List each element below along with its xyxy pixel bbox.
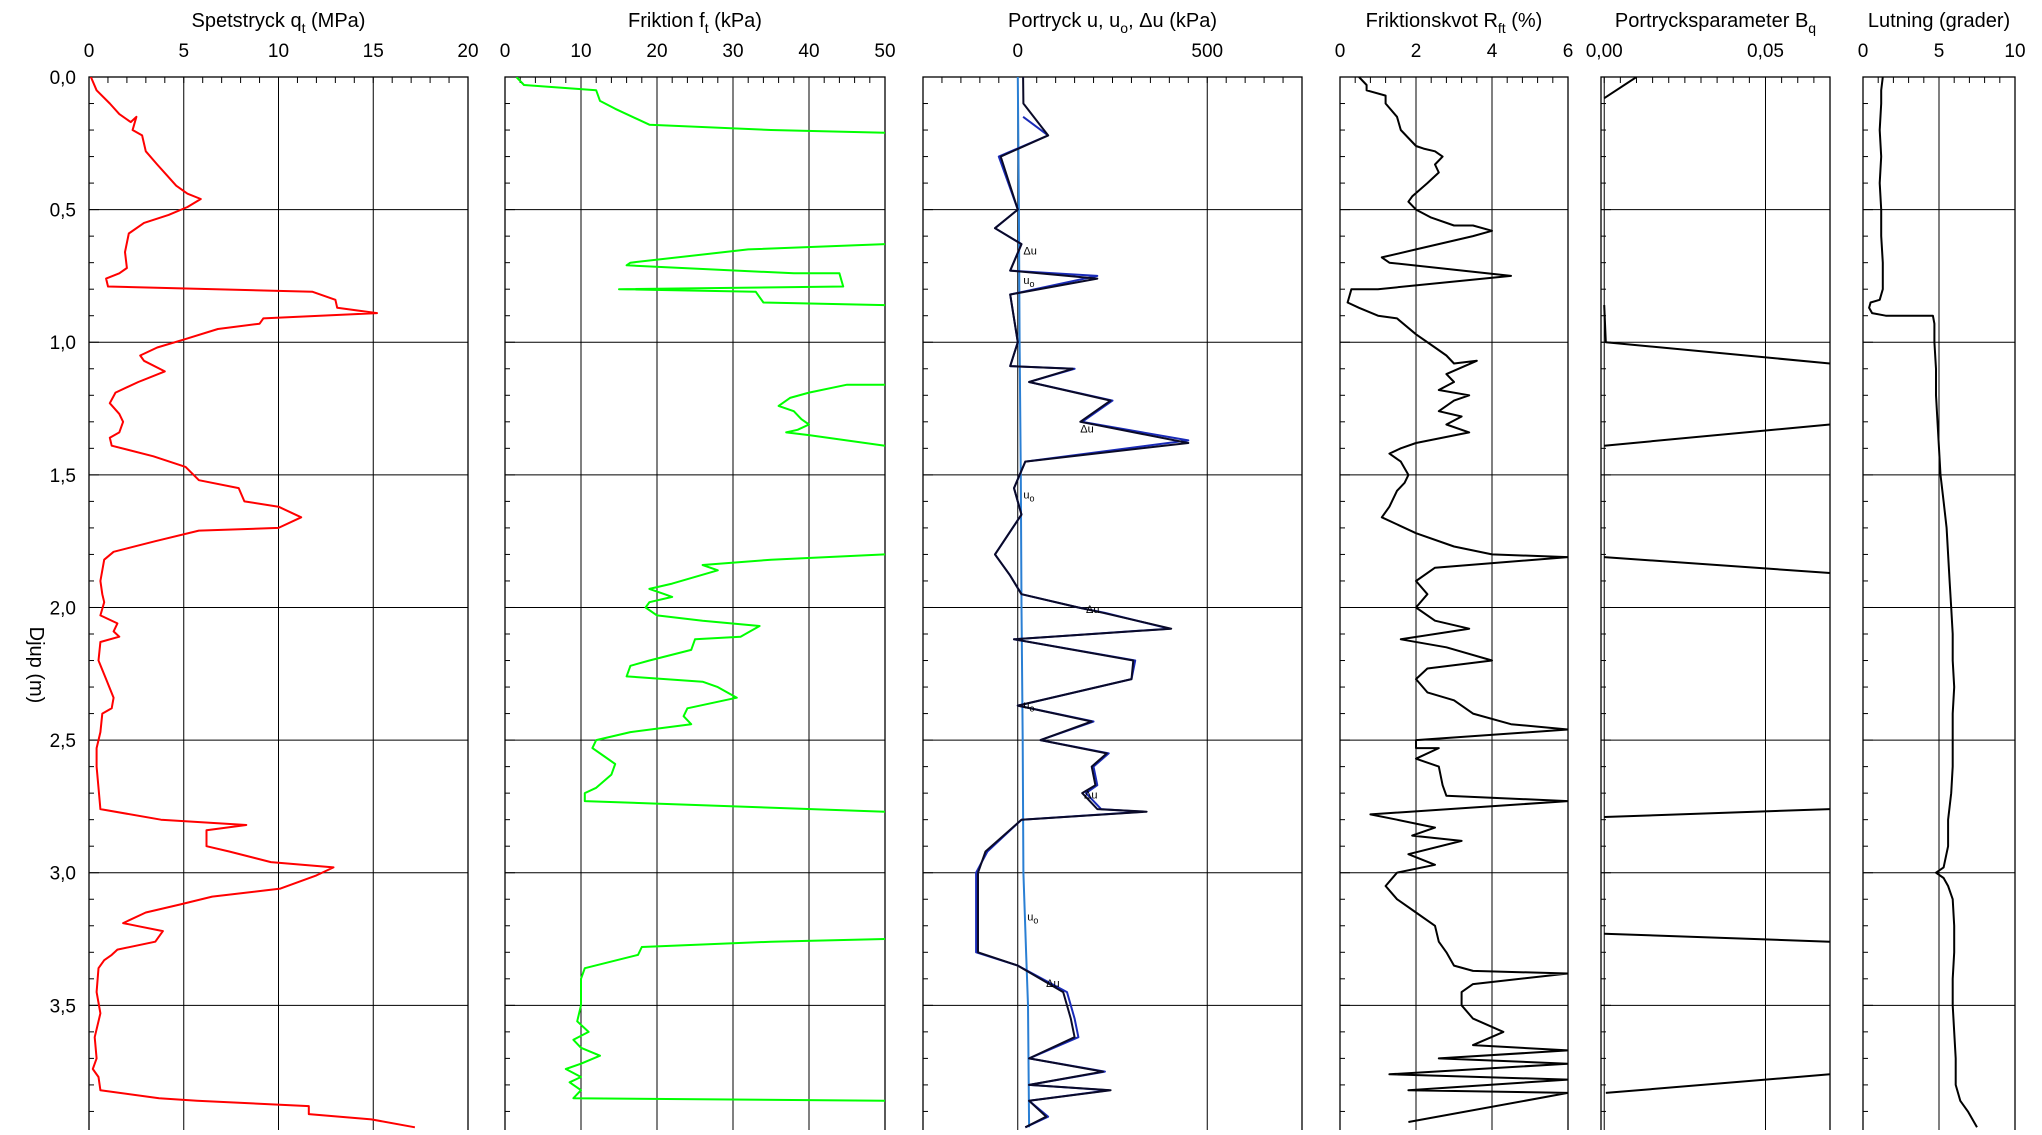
series-line-bq — [1604, 423, 1830, 447]
series-line-ft — [618, 243, 885, 307]
series-line-bq — [1605, 1073, 1830, 1094]
series-line-bq — [1603, 77, 1638, 100]
series-annotation: Δu — [1086, 604, 1099, 616]
x-tick-label: 10 — [570, 41, 591, 62]
x-tick-label: 0 — [1012, 41, 1023, 62]
panel-u: 0 500 Portryck u, uo, Δu (kPa) Δu uo Δu uo Δu uo… — [922, 10, 1303, 1133]
panel-title: Portryck u, uo, Δu (kPa) — [1008, 10, 1217, 36]
series-annotation: uo — [1027, 911, 1038, 925]
x-tick-label: 20 — [457, 41, 478, 62]
series-line-u — [977, 77, 1190, 1129]
x-tick-label: 2 — [1411, 41, 1422, 62]
series-line-ft — [564, 938, 885, 1102]
depth-tick-label: 2,0 — [50, 598, 76, 619]
series-line-ft — [515, 77, 885, 134]
panel-frame — [504, 76, 886, 1133]
panel-title: Friktion ft (kPa) — [628, 10, 762, 36]
depth-tick-label: 0,0 — [50, 68, 76, 89]
panel-lut: 0 5 10 Lutning (grader) — [1858, 10, 2026, 1133]
series-annotation: Δu — [1023, 246, 1036, 258]
x-tick-label: 4 — [1487, 41, 1498, 62]
series-annotation: Δu — [1084, 789, 1097, 801]
x-tick-label: 50 — [874, 41, 895, 62]
panel-frame — [922, 76, 1303, 1133]
series-line-lut — [1868, 77, 1978, 1128]
depth-tick-label: 3,5 — [50, 996, 76, 1017]
series-annotation: uo — [1023, 490, 1034, 504]
series-line-bq — [1604, 932, 1830, 943]
x-tick-label: 20 — [646, 41, 667, 62]
panel-rf: 0 2 4 6 Friktionskvot Rft (%) — [1335, 10, 1574, 1133]
series-line-bq — [1604, 808, 1830, 818]
x-tick-label: 5 — [1934, 41, 1945, 62]
x-tick-label: 10 — [2004, 41, 2025, 62]
x-tick-label: 10 — [268, 41, 289, 62]
x-tick-label: 0,05 — [1747, 41, 1784, 62]
series-annotation: uo — [1023, 275, 1034, 289]
x-tick-label: 15 — [363, 41, 384, 62]
x-tick-label: 6 — [1563, 41, 1574, 62]
depth-tick-label: 1,5 — [50, 466, 76, 487]
panel-title: Portrycksparameter Bq — [1615, 10, 1816, 36]
series-annotation: uo — [1023, 699, 1034, 713]
x-tick-label: 0 — [1858, 41, 1869, 62]
x-tick-label: 5 — [178, 41, 189, 62]
series-line-rf — [1346, 77, 1568, 1123]
depth-tick-label: 1,0 — [50, 333, 76, 354]
panel-bq: 0,00 0,05 Portrycksparameter Bq — [1586, 10, 1831, 1133]
x-tick-label: 30 — [722, 41, 743, 62]
panel-title: Friktionskvot Rft (%) — [1366, 10, 1543, 36]
depth-tick-label: 3,0 — [50, 864, 76, 885]
x-tick-label: 40 — [798, 41, 819, 62]
x-tick-label: 500 — [1191, 41, 1223, 62]
panel-qt: 0 5 10 15 20 Spetstryck qt (MPa) — [84, 10, 479, 1133]
series-annotation: Δu — [1080, 423, 1093, 435]
panel-title: Lutning (grader) — [1868, 10, 2010, 32]
depth-axis-label: Djup (m) — [25, 627, 47, 704]
panel-frame — [1600, 76, 1831, 1133]
panel-title: Spetstryck qt (MPa) — [192, 10, 366, 36]
panel-ft: 0 10 20 30 40 50 Friktion ft (kPa) — [500, 10, 896, 1133]
x-tick-label: 0 — [84, 41, 95, 62]
series-line-ft — [777, 383, 885, 447]
series-line-bq — [1603, 305, 1830, 365]
series-line-qt — [89, 77, 416, 1129]
series-line-u — [975, 115, 1190, 1129]
x-tick-label: 0 — [500, 41, 511, 62]
series-line-u — [1016, 77, 1031, 1128]
x-tick-label: 0,00 — [1586, 41, 1623, 62]
depth-tick-label: 2,5 — [50, 731, 76, 752]
x-tick-label: 0 — [1335, 41, 1346, 62]
depth-axis: 0,0 0,5 1,0 1,5 2,0 2,5 3,0 3,5 — [50, 68, 76, 1017]
series-line-bq — [1604, 556, 1830, 574]
depth-tick-label: 0,5 — [50, 201, 76, 222]
series-annotation: Δu — [1046, 978, 1059, 990]
series-line-ft — [583, 553, 885, 813]
